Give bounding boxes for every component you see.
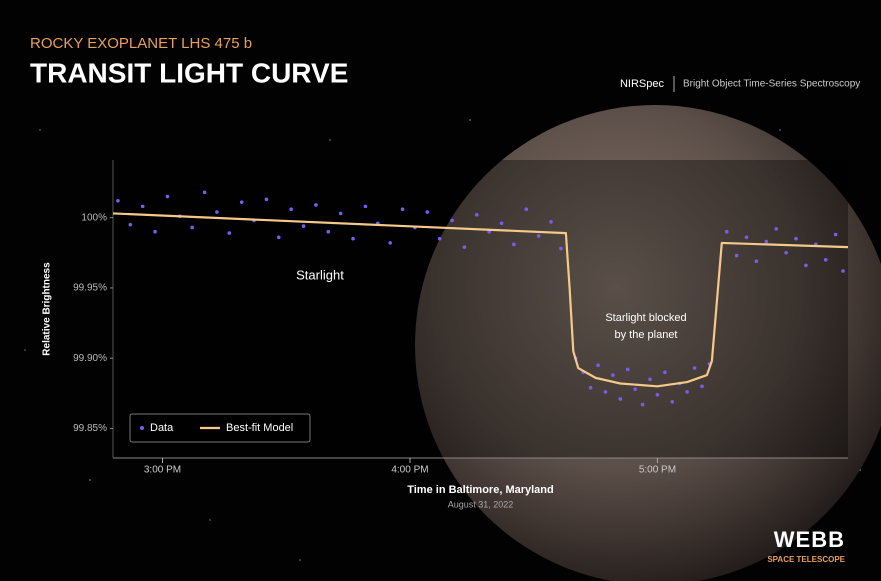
instrument: NIRSpec — [620, 78, 665, 90]
y-tick-label: 99.90% — [73, 353, 107, 364]
data-point — [648, 377, 652, 382]
data-point — [833, 232, 838, 237]
data-point — [388, 241, 392, 245]
data-point — [351, 236, 355, 241]
data-point — [596, 363, 600, 368]
data-point — [277, 235, 281, 240]
x-axis-sublabel: August 31, 2022 — [448, 499, 514, 509]
data-point — [227, 231, 232, 235]
mode: Bright Object Time-Series Spectroscopy — [683, 79, 860, 90]
data-point — [724, 229, 729, 234]
data-point — [450, 218, 454, 223]
y-tick-label: 99.95% — [73, 283, 107, 294]
data-point — [425, 210, 430, 214]
data-point — [794, 236, 798, 241]
data-point — [618, 397, 623, 401]
data-point — [437, 236, 442, 241]
data-point — [640, 402, 645, 407]
data-point — [633, 387, 637, 391]
model-line — [112, 212, 849, 388]
data-point — [400, 207, 405, 211]
legend-symbol — [140, 426, 144, 430]
data-point — [764, 239, 769, 244]
x-tick-label: 5:00 PM — [639, 465, 676, 476]
y-tick-label: 100% — [81, 212, 107, 223]
data-point — [655, 392, 660, 397]
data-point — [670, 399, 675, 404]
data-point — [549, 220, 553, 224]
data-point — [611, 373, 615, 377]
data-point — [692, 366, 697, 370]
legend-label: Best-fit Model — [226, 422, 293, 434]
annotation: Starlight blocked — [605, 312, 686, 324]
data-point — [326, 229, 331, 234]
data-point — [301, 224, 306, 228]
data-point — [264, 197, 269, 202]
data-point — [700, 384, 704, 389]
y-tick-label: 99.85% — [73, 423, 107, 434]
data-point — [804, 263, 808, 268]
data-point — [524, 207, 529, 211]
plot-area — [113, 160, 848, 458]
data-point — [588, 385, 593, 390]
data-point — [165, 194, 170, 199]
data-point — [774, 227, 779, 231]
data-point — [474, 213, 479, 217]
data-point — [215, 210, 219, 214]
data-point — [559, 246, 563, 251]
annotation: Starlight — [296, 267, 344, 282]
data-point — [685, 390, 689, 394]
planet — [415, 105, 881, 581]
data-point — [338, 211, 343, 216]
x-tick-label: 3:00 PM — [144, 465, 181, 476]
data-point — [140, 204, 145, 209]
data-point — [462, 245, 467, 249]
data-point — [603, 390, 608, 394]
logo-subtitle: SPACE TELESCOPE — [767, 555, 845, 564]
x-tick-label: 4:00 PM — [391, 465, 428, 476]
data-point — [536, 234, 541, 238]
data-point — [663, 370, 667, 375]
data-point — [512, 242, 516, 247]
data-point — [239, 200, 244, 204]
legend-label: Data — [150, 422, 174, 434]
data-point — [116, 198, 120, 203]
x-axis-label: Time in Baltimore, Maryland — [407, 484, 554, 496]
data-point — [314, 203, 318, 207]
data-point — [784, 250, 788, 255]
data-point — [499, 221, 504, 226]
data-point — [363, 204, 368, 209]
logo: WEBB — [774, 527, 845, 552]
y-axis-label: Relative Brightness — [42, 262, 53, 356]
data-point — [289, 207, 293, 211]
data-point — [190, 225, 194, 230]
data-point — [202, 190, 207, 195]
kicker: ROCKY EXOPLANET LHS 475 b — [30, 35, 252, 52]
data-point — [734, 253, 739, 258]
data-point — [823, 258, 828, 262]
data-point — [744, 235, 749, 240]
title: TRANSIT LIGHT CURVE — [30, 57, 348, 88]
data-point — [128, 222, 133, 227]
data-point — [754, 259, 759, 264]
annotation: by the planet — [615, 329, 678, 341]
data-point — [625, 367, 630, 372]
data-point — [153, 229, 157, 234]
data-point — [841, 269, 845, 273]
